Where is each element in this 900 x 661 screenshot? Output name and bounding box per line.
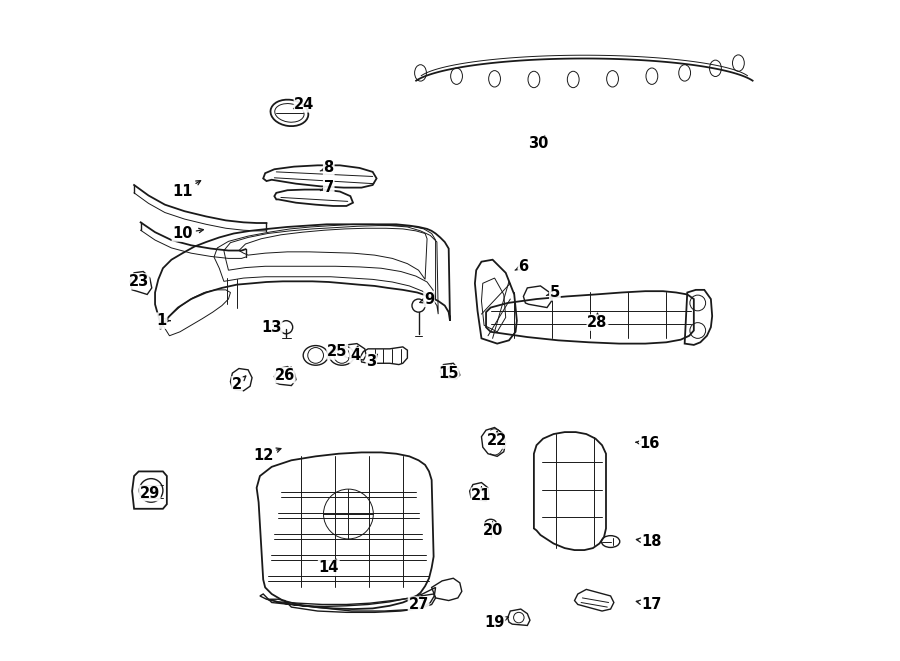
Text: 14: 14: [319, 559, 339, 575]
Text: 5: 5: [546, 285, 560, 300]
Text: 29: 29: [140, 486, 160, 500]
Text: 16: 16: [636, 436, 660, 451]
Text: 18: 18: [636, 534, 662, 549]
Text: 24: 24: [293, 97, 315, 112]
Text: 17: 17: [636, 597, 662, 612]
Text: 3: 3: [366, 354, 377, 369]
Text: 28: 28: [588, 313, 608, 330]
Text: 30: 30: [528, 136, 549, 151]
Text: 9: 9: [419, 292, 434, 307]
Text: 1: 1: [157, 313, 170, 328]
Text: 6: 6: [515, 258, 528, 274]
Text: 15: 15: [438, 365, 459, 381]
Text: 19: 19: [484, 615, 508, 630]
Text: 27: 27: [409, 596, 428, 612]
Text: 21: 21: [472, 487, 491, 503]
Text: 25: 25: [327, 344, 347, 359]
Text: 4: 4: [350, 346, 360, 363]
Text: 22: 22: [487, 432, 508, 448]
Text: 26: 26: [274, 367, 295, 383]
Text: 7: 7: [320, 180, 334, 195]
Text: 8: 8: [320, 161, 334, 175]
Text: 11: 11: [172, 180, 201, 199]
Text: 20: 20: [482, 522, 503, 538]
Text: 23: 23: [129, 273, 148, 289]
Text: 2: 2: [232, 376, 246, 392]
Text: 12: 12: [253, 447, 281, 463]
Text: 10: 10: [172, 226, 203, 241]
Text: 13: 13: [262, 320, 282, 334]
